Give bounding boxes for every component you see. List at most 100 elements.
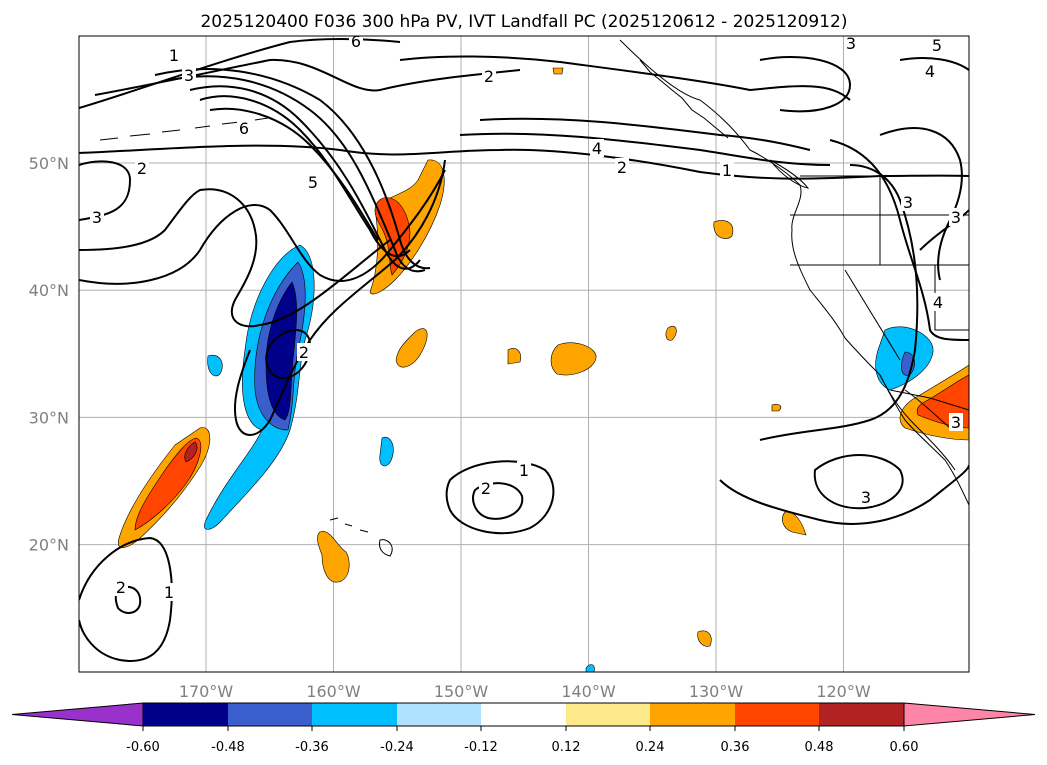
colorbar-segment bbox=[143, 703, 228, 726]
contour-label-bg bbox=[306, 173, 320, 191]
contour-label-bg bbox=[517, 461, 531, 479]
pv-contour-label: 2 bbox=[617, 158, 627, 177]
colorbar-tick-label: 0.24 bbox=[636, 740, 665, 755]
lat-label: 30°N bbox=[29, 408, 69, 427]
pos-shading-blob-10 bbox=[771, 403, 782, 412]
pv-contour-east-ridge-5 bbox=[919, 209, 969, 251]
colorbar: -0.60 -0.48 -0.36 -0.24 -0.12 0.12 0.24 0.36 0.4… bbox=[11, 702, 1036, 755]
colorbar-tick-label: -0.36 bbox=[295, 740, 329, 755]
colorbar-segment bbox=[312, 703, 397, 726]
pv-contour-label: 2 bbox=[137, 159, 147, 178]
pv-contours bbox=[79, 38, 969, 662]
contour-label-bg bbox=[844, 36, 858, 52]
pv-contour-label: 4 bbox=[925, 62, 935, 81]
pv-contour-label: 6 bbox=[239, 119, 249, 138]
colorbar-tick-label: -0.12 bbox=[464, 740, 498, 755]
pv-contour-label: 3 bbox=[846, 34, 856, 53]
pv-contour-label: 6 bbox=[351, 32, 361, 51]
ocean-background bbox=[79, 36, 969, 672]
pv-contour-trough-3 bbox=[169, 75, 426, 273]
pv-contour-cutoff bbox=[79, 188, 391, 328]
graticule bbox=[79, 36, 969, 672]
pv-contour-east-ridge-1 bbox=[759, 164, 919, 441]
colorbar-tick-label: 0.36 bbox=[721, 740, 750, 755]
pv-contour-label: 1 bbox=[164, 583, 174, 602]
pv-contour-label: 3 bbox=[903, 193, 913, 212]
pos-shading-west-pacific-mid bbox=[134, 437, 202, 531]
pv-contour-1-southern bbox=[234, 159, 446, 436]
neg-shading-small-3 bbox=[585, 664, 595, 672]
pv-contour-label: 4 bbox=[592, 139, 602, 158]
colorbar-extend-max bbox=[903, 702, 1036, 727]
colorbar-tick-label: -0.24 bbox=[380, 740, 414, 755]
contour-label-bg bbox=[931, 293, 945, 311]
neg-shading-central-pacific-core bbox=[265, 281, 297, 421]
pv-contour-east-ridge-3 bbox=[829, 139, 969, 341]
pv-contour-label: 3 bbox=[951, 413, 961, 432]
colorbar-frame bbox=[142, 702, 905, 727]
contour-label-bg bbox=[135, 159, 149, 177]
lat-label: 20°N bbox=[29, 536, 69, 555]
pv-contour-northeast-4 bbox=[899, 57, 969, 71]
pv-contour-trough-6 bbox=[209, 107, 379, 241]
contour-label-bg bbox=[482, 67, 496, 85]
pv-contour-label: 2 bbox=[116, 578, 126, 597]
vancouver-island bbox=[769, 159, 810, 189]
contour-label-bg bbox=[949, 413, 963, 431]
contour-label-bg bbox=[182, 66, 196, 84]
pv-contour-label: 3 bbox=[92, 208, 102, 227]
colorbar-segment bbox=[566, 703, 650, 726]
pv-contour-trough-axis bbox=[79, 169, 446, 285]
gulf-of-california bbox=[904, 389, 951, 429]
pv-contour-1-sw-corner bbox=[79, 536, 173, 662]
contour-label-bg bbox=[349, 36, 363, 50]
contour-label-bg bbox=[859, 488, 873, 506]
lon-label: 170°W bbox=[179, 682, 234, 701]
pv-contour-1-subtropical bbox=[445, 460, 555, 535]
longitude-labels: 170°W 160°W 150°W 140°W 130°W 120°W bbox=[179, 682, 871, 701]
pv-contour-label: 5 bbox=[932, 36, 942, 55]
neg-shading-small-2 bbox=[207, 354, 223, 377]
pos-shading-blob-5 bbox=[713, 220, 734, 239]
latitude-labels: 50°N 40°N 30°N 20°N bbox=[29, 154, 69, 555]
pv-contour-label: 3 bbox=[861, 488, 871, 507]
contour-label-bg bbox=[901, 193, 915, 211]
contour-label-bg bbox=[720, 161, 734, 179]
colorbar-tick-label: -0.48 bbox=[211, 740, 245, 755]
lon-label: 140°W bbox=[561, 682, 616, 701]
colorbar-segment bbox=[397, 703, 481, 726]
contour-label-bg bbox=[237, 119, 251, 137]
pv-contour-label: 1 bbox=[722, 161, 732, 180]
lon-label: 130°W bbox=[689, 682, 744, 701]
pv-contour-2-north bbox=[399, 55, 851, 101]
contour-label-bg bbox=[949, 208, 963, 226]
neg-shading-small-1 bbox=[379, 436, 394, 467]
north-america-coastline bbox=[619, 39, 969, 506]
colorbar-segment bbox=[650, 703, 735, 726]
colorbar-segment bbox=[481, 703, 566, 726]
pv-contour-3-east bbox=[813, 454, 904, 510]
pv-contour-jet-1 bbox=[79, 144, 969, 180]
contour-label-bg bbox=[923, 62, 937, 80]
colorbar-segment bbox=[819, 703, 904, 726]
contour-label-bg bbox=[297, 343, 311, 361]
pv-contour-label: 4 bbox=[933, 293, 943, 312]
aleutian-islands bbox=[99, 117, 269, 141]
pv-contour-label: 1 bbox=[519, 461, 529, 480]
pv-contour-trough-2 bbox=[154, 68, 431, 270]
pos-shading-west-pacific-core bbox=[184, 441, 198, 463]
us-mexico-border bbox=[889, 389, 969, 411]
colorbar-tick-label: 0.48 bbox=[805, 740, 834, 755]
pv-contour-label: 1 bbox=[169, 46, 179, 65]
pos-shading-blob-4 bbox=[317, 531, 350, 583]
contour-label-bg bbox=[90, 208, 104, 226]
pv-contour-2-subtropical bbox=[472, 482, 524, 520]
baja-peninsula bbox=[879, 374, 956, 471]
pv-contour-2-cutoff-low bbox=[265, 329, 312, 380]
lat-label: 50°N bbox=[29, 154, 69, 173]
pos-shading-blob-2 bbox=[550, 342, 597, 376]
pv-contour-trough-4 bbox=[189, 85, 421, 270]
lon-label: 160°W bbox=[306, 682, 361, 701]
